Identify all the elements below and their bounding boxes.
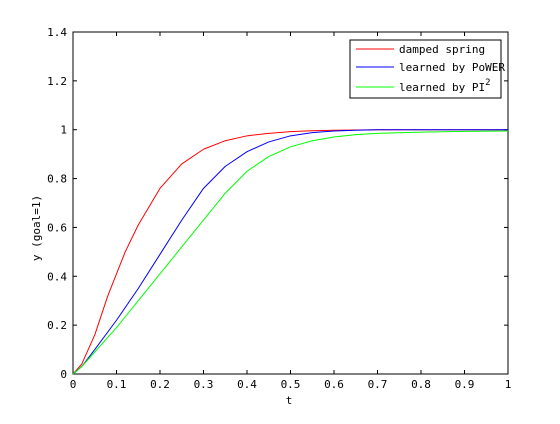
x-axis-ticks: 0 0.1 0.2 0.3 0.4 0.5 0.6 0.7 0.8 0.9 1: [70, 32, 512, 391]
series-line-1: [72, 129, 508, 375]
legend-label-3: learned by PI2: [399, 78, 491, 94]
y-tick-label: 1.4: [47, 26, 67, 39]
x-tick-label: 0.7: [368, 378, 388, 391]
y-tick-label: 1: [60, 124, 67, 137]
legend-box: [349, 39, 502, 99]
legend-label-text: learned by PI: [399, 81, 485, 94]
x-tick-label: 0.1: [107, 378, 127, 391]
y-tick-label: 0.4: [47, 270, 67, 283]
x-axis-label: t: [286, 394, 293, 407]
y-tick-label: 0.2: [47, 319, 67, 332]
y-tick-label: 0.8: [47, 173, 67, 186]
legend-label-text: damped spring: [399, 43, 485, 56]
legend-label-superscript: 2: [485, 78, 490, 88]
x-tick-label: 0.4: [237, 378, 257, 391]
series-line-3: [72, 130, 509, 375]
y-tick-label: 0.6: [47, 221, 67, 234]
x-tick-label: 0.2: [150, 378, 170, 391]
legend-label-2: learned by PoWER: [399, 61, 505, 74]
x-tick-label: 0.3: [194, 378, 214, 391]
legend-label-1: damped spring: [399, 43, 485, 56]
legend-label-text: learned by PoWER: [399, 61, 505, 74]
x-tick-label: 0.5: [281, 378, 301, 391]
x-tick-label: 0: [70, 378, 77, 391]
x-tick-label: 0.6: [324, 378, 344, 391]
legend: damped spring learned by PoWER learned by …: [349, 39, 505, 99]
y-tick-label: 1.2: [47, 75, 67, 88]
x-tick-label: 1: [505, 378, 512, 391]
series-lines: [72, 129, 509, 375]
x-tick-label: 0.9: [455, 378, 475, 391]
y-axis-ticks: 0 0.2 0.4 0.6 0.8 1 1.2 1.4: [47, 26, 508, 381]
series-line-2: [72, 129, 508, 375]
y-axis-label: y (goal=1): [30, 195, 43, 261]
x-tick-label: 0.8: [411, 378, 431, 391]
y-tick-label: 0: [60, 368, 67, 381]
